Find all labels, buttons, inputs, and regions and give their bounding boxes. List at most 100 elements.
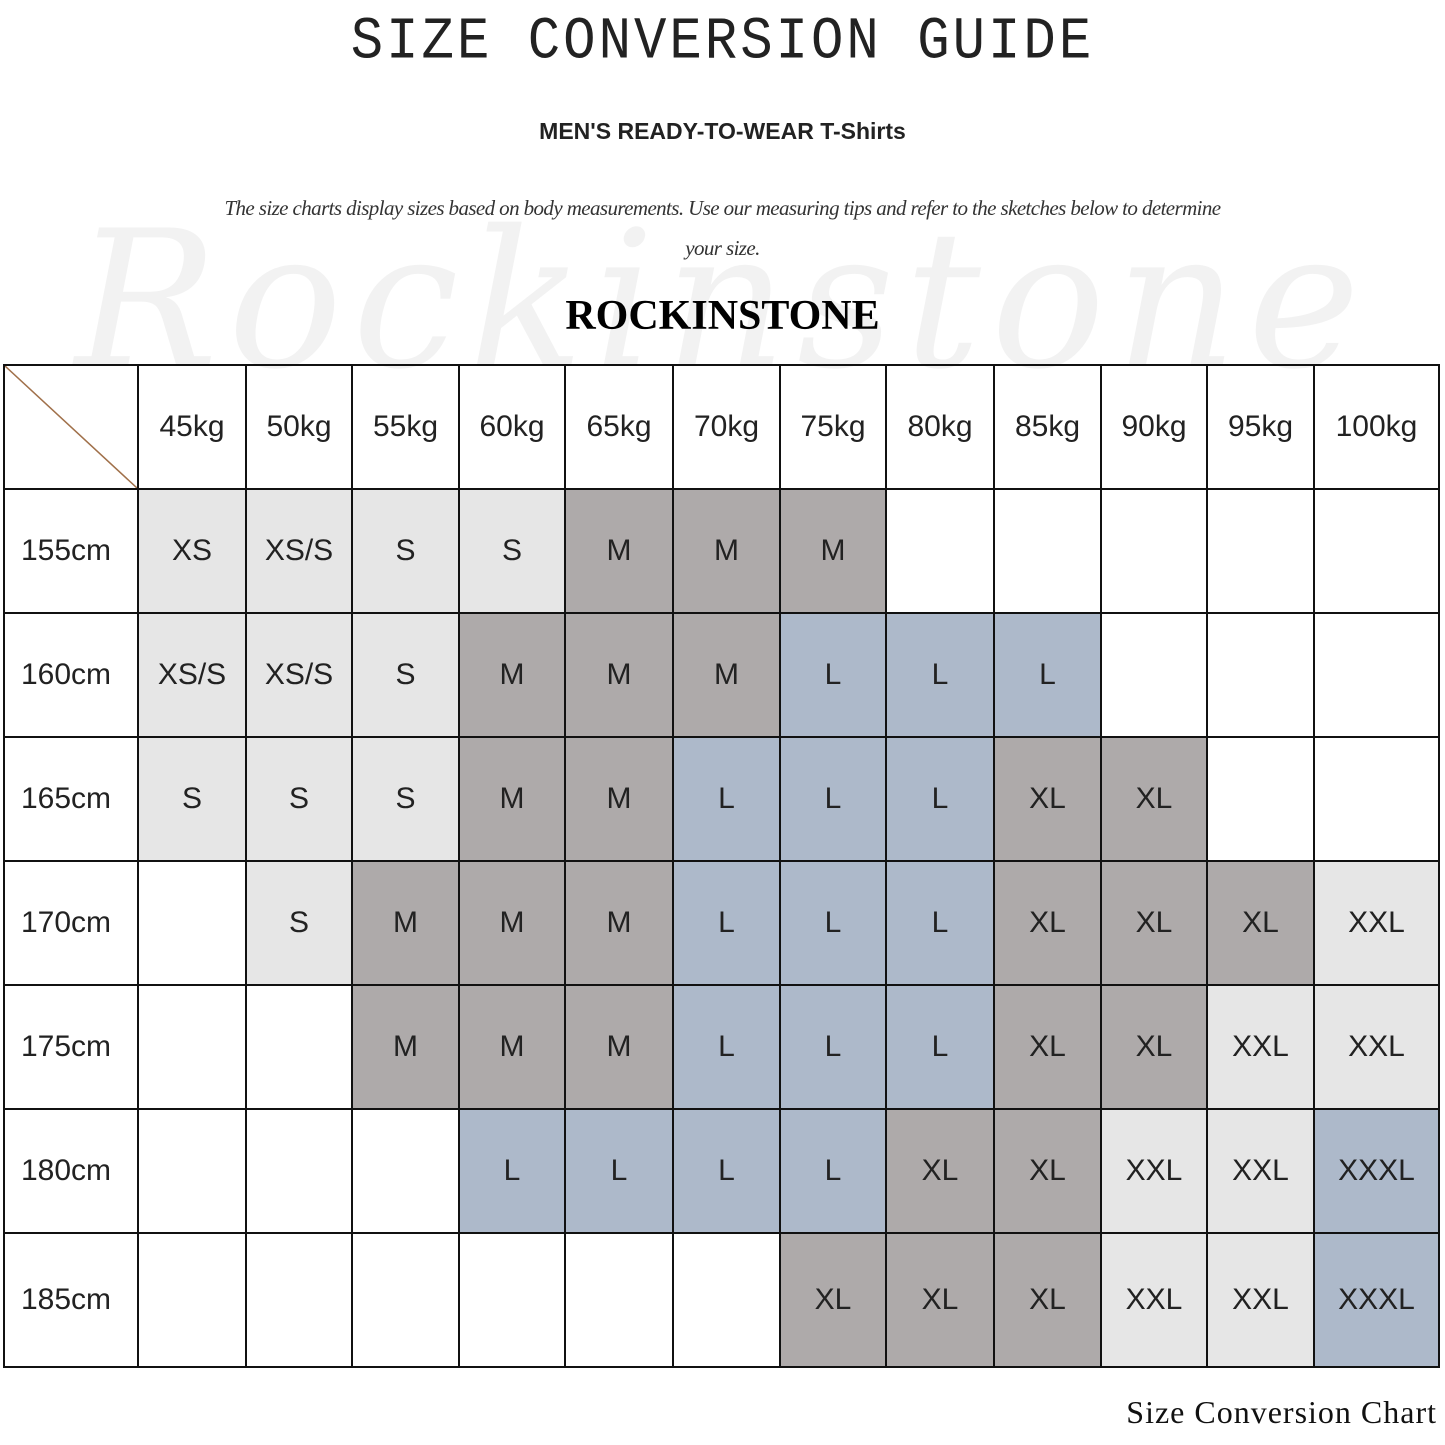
size-cell: M xyxy=(564,984,674,1110)
size-cell xyxy=(137,860,247,986)
size-cell: L xyxy=(458,1108,566,1234)
size-cell: M xyxy=(458,860,566,986)
size-cell xyxy=(1206,612,1315,738)
size-cell: XXL xyxy=(1206,1232,1315,1368)
column-header: 90kg xyxy=(1100,364,1208,490)
column-header: 100kg xyxy=(1313,364,1440,490)
size-cell xyxy=(564,1232,674,1368)
size-cell: XS/S xyxy=(137,612,247,738)
column-header: 60kg xyxy=(458,364,566,490)
size-cell: L xyxy=(779,612,887,738)
row-header: 155cm xyxy=(3,488,139,614)
header-row: 45kg 50kg 55kg 60kg 65kg 70kg 75kg 80kg 85kg 90kg… xyxy=(3,364,1440,490)
size-cell: XL xyxy=(993,1232,1102,1368)
size-cell: S xyxy=(351,736,460,862)
size-cell xyxy=(245,1108,353,1234)
size-cell xyxy=(137,1232,247,1368)
size-cell xyxy=(993,488,1102,614)
column-header: 45kg xyxy=(137,364,247,490)
size-cell: L xyxy=(779,984,887,1110)
table-row: 175cm M M M L L L XL XL XXL XXL xyxy=(3,984,1440,1110)
column-header: 70kg xyxy=(672,364,781,490)
size-cell: M xyxy=(458,736,566,862)
table-row: 185cm XL XL XL XXL XXL XXXL xyxy=(3,1232,1440,1368)
size-table: 45kg 50kg 55kg 60kg 65kg 70kg 75kg 80kg 85kg 90kg… xyxy=(3,364,1440,1368)
description: The size charts display sizes based on b… xyxy=(224,196,1221,260)
column-header: 55kg xyxy=(351,364,460,490)
size-cell: S xyxy=(458,488,566,614)
column-header: 85kg xyxy=(993,364,1102,490)
table-row: 160cm XS/S XS/S S M M M L L L xyxy=(3,612,1440,738)
size-cell: XL xyxy=(993,860,1102,986)
size-cell: L xyxy=(672,984,781,1110)
size-cell: XXL xyxy=(1206,984,1315,1110)
size-cell: XS/S xyxy=(245,612,353,738)
size-cell xyxy=(351,1108,460,1234)
size-cell: M xyxy=(779,488,887,614)
row-header: 165cm xyxy=(3,736,139,862)
size-cell: XXL xyxy=(1100,1108,1208,1234)
footer-caption: Size Conversion Chart xyxy=(1126,1394,1437,1430)
size-cell: XL xyxy=(779,1232,887,1368)
subtitle: MEN'S READY-TO-WEAR T-Shirts xyxy=(539,118,906,144)
diagonal-line-icon xyxy=(5,366,137,488)
table-row: 165cm S S S M M L L L XL XL xyxy=(3,736,1440,862)
size-cell xyxy=(885,488,995,614)
size-cell: S xyxy=(245,736,353,862)
size-cell: XXXL xyxy=(1313,1232,1440,1368)
size-cell: M xyxy=(351,984,460,1110)
size-cell xyxy=(1313,488,1440,614)
size-cell: M xyxy=(458,984,566,1110)
row-header: 180cm xyxy=(3,1108,139,1234)
size-cell: L xyxy=(779,736,887,862)
row-header: 185cm xyxy=(3,1232,139,1368)
row-header: 170cm xyxy=(3,860,139,986)
size-cell: S xyxy=(351,488,460,614)
size-cell xyxy=(351,1232,460,1368)
size-cell: XL xyxy=(1100,736,1208,862)
size-cell xyxy=(1100,488,1208,614)
size-cell: L xyxy=(672,1108,781,1234)
size-cell: L xyxy=(672,860,781,986)
size-cell: M xyxy=(564,488,674,614)
column-header: 80kg xyxy=(885,364,995,490)
size-cell: XL xyxy=(1100,984,1208,1110)
size-cell: XL xyxy=(1100,860,1208,986)
size-cell: M xyxy=(564,860,674,986)
size-cell: L xyxy=(885,612,995,738)
size-cell: M xyxy=(351,860,460,986)
size-cell: S xyxy=(245,860,353,986)
page-title: SIZE CONVERSION GUIDE xyxy=(350,8,1095,77)
size-cell: XS/S xyxy=(245,488,353,614)
size-cell: M xyxy=(564,736,674,862)
size-cell: XS xyxy=(137,488,247,614)
size-cell: XXL xyxy=(1313,984,1440,1110)
size-cell: XL xyxy=(993,984,1102,1110)
size-cell xyxy=(1313,736,1440,862)
column-header: 50kg xyxy=(245,364,353,490)
table-row: 180cm L L L L XL XL XXL XXL XXXL xyxy=(3,1108,1440,1234)
size-cell: L xyxy=(885,860,995,986)
size-cell: XL xyxy=(1206,860,1315,986)
size-cell: XXL xyxy=(1313,860,1440,986)
size-cell xyxy=(1313,612,1440,738)
size-cell: L xyxy=(885,984,995,1110)
size-cell: M xyxy=(672,612,781,738)
column-header: 75kg xyxy=(779,364,887,490)
size-cell: XL xyxy=(993,736,1102,862)
size-cell: L xyxy=(779,1108,887,1234)
size-cell: XXXL xyxy=(1313,1108,1440,1234)
size-cell: S xyxy=(351,612,460,738)
table-row: 155cm XS XS/S S S M M M xyxy=(3,488,1440,614)
row-header: 160cm xyxy=(3,612,139,738)
size-cell xyxy=(245,984,353,1110)
size-cell: XL xyxy=(993,1108,1102,1234)
size-cell xyxy=(1206,736,1315,862)
size-cell: XL xyxy=(885,1108,995,1234)
size-cell xyxy=(458,1232,566,1368)
size-cell: M xyxy=(564,612,674,738)
corner-cell xyxy=(3,364,139,490)
row-header: 175cm xyxy=(3,984,139,1110)
size-cell: L xyxy=(564,1108,674,1234)
size-cell xyxy=(1206,488,1315,614)
